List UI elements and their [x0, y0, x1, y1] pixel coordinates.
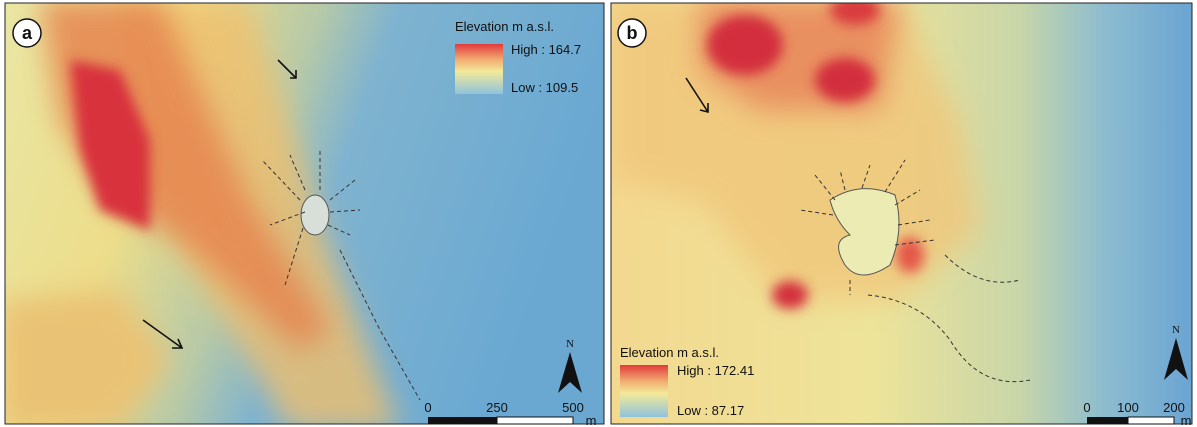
- scale-tick: 100: [1117, 400, 1139, 415]
- legend-swatch: [620, 365, 668, 417]
- panel-label: b: [627, 23, 638, 43]
- scale-unit: m: [1181, 413, 1192, 427]
- legend-low: Low : 87.17: [677, 403, 744, 418]
- figure: a Elevation m a.s.l. High : 164.7 Low : …: [0, 0, 1197, 427]
- scale-tick: 500: [562, 400, 584, 415]
- panel-label: a: [22, 23, 33, 43]
- map-a: [0, 0, 604, 427]
- map-b: [611, 0, 1192, 424]
- scale-unit: m: [586, 413, 597, 427]
- scale-tick: 0: [424, 400, 431, 415]
- legend-title: Elevation m a.s.l.: [455, 19, 554, 34]
- legend-swatch: [455, 44, 503, 94]
- legend-title: Elevation m a.s.l.: [620, 345, 719, 360]
- legend-high: High : 164.7: [511, 42, 581, 57]
- north-label: N: [566, 338, 574, 350]
- legend-high: High : 172.41: [677, 363, 754, 378]
- north-label: N: [1172, 324, 1180, 336]
- legend-low: Low : 109.5: [511, 80, 578, 95]
- scale-tick: 0: [1083, 400, 1090, 415]
- scale-tick: 250: [486, 400, 508, 415]
